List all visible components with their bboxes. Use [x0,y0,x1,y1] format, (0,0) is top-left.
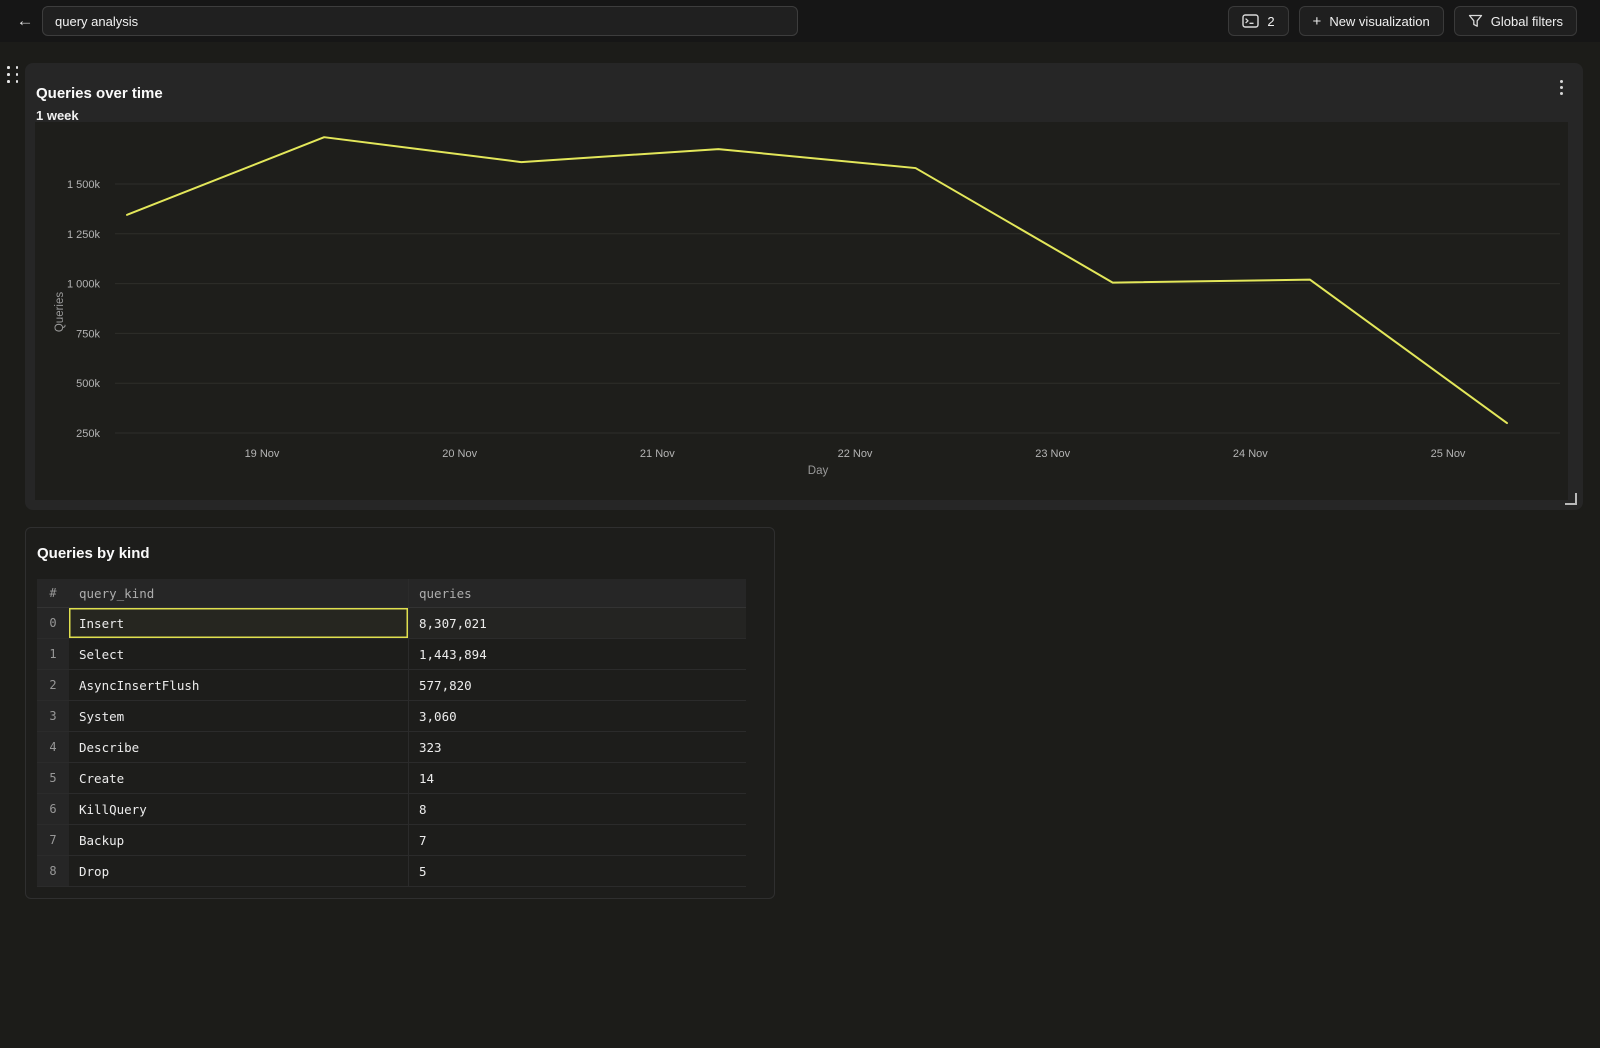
queries-value-cell[interactable]: 14 [408,763,746,793]
svg-text:Day: Day [808,465,829,477]
queries-value-cell[interactable]: 577,820 [408,670,746,700]
row-index-cell: 4 [37,732,69,762]
row-index-cell: 1 [37,639,69,669]
query-kind-cell[interactable]: System [79,708,125,724]
queries-by-kind-panel: Queries by kind # query_kind queries 0 In… [25,527,775,899]
svg-text:1 250k: 1 250k [67,229,101,241]
svg-text:500k: 500k [76,378,100,390]
arrow-left-icon: ← [16,11,34,30]
row-index-cell: 7 [37,825,69,855]
svg-text:750k: 750k [76,328,100,340]
row-index-cell: 0 [37,608,69,638]
svg-text:24 Nov: 24 Nov [1233,448,1268,460]
svg-text:25 Nov: 25 Nov [1431,448,1466,460]
query-kind-cell[interactable]: Describe [79,739,140,755]
table-header-row: # query_kind queries [37,579,746,608]
table-row: 7 Backup 7 [37,825,746,856]
query-kind-cell[interactable]: Create [79,770,125,786]
column-header-queries: queries [408,579,746,607]
table-row: 2 AsyncInsertFlush 577,820 [37,670,746,701]
column-header-index: # [37,579,69,607]
svg-text:22 Nov: 22 Nov [838,448,873,460]
table-row: 6 KillQuery 8 [37,794,746,825]
queries-value-cell[interactable]: 8,307,021 [408,608,746,638]
svg-text:20 Nov: 20 Nov [442,448,477,460]
chart-panel-title: Queries over time [36,85,163,102]
svg-text:Queries: Queries [54,292,66,333]
table-row: 3 System 3,060 [37,701,746,732]
panel-menu-button[interactable] [1552,77,1570,97]
query-kind-cell[interactable]: Drop [79,863,110,879]
panel-resize-handle[interactable] [1565,493,1577,505]
chart-panel-subtitle: 1 week [36,108,79,123]
new-visualization-label: New visualization [1329,13,1430,29]
query-kind-cell[interactable]: Select [79,646,125,662]
topbar-actions: 2 + New visualization Global filters [1228,6,1577,36]
queries-over-time-chart: 250k 500k 750k 1 000k 1 250k 1 500k 19 Nov 20 N… [35,122,1568,500]
query-kind-cell[interactable]: Insert [69,608,408,638]
sql-console-count-button[interactable]: 2 [1228,6,1289,36]
line-chart-svg: 250k 500k 750k 1 000k 1 250k 1 500k 19 Nov 20 N… [54,136,1560,477]
global-filters-button[interactable]: Global filters [1453,6,1577,36]
query-kind-cell[interactable]: Backup [79,832,125,848]
queries-over-time-panel: Queries over time 1 week 250k 500k 750k 1 0… [25,63,1583,510]
svg-text:19 Nov: 19 Nov [245,448,280,460]
table-row: 4 Describe 323 [37,732,746,763]
row-index-cell: 2 [37,670,69,700]
queries-value-cell[interactable]: 323 [408,732,746,762]
topbar: ← 2 + New visualization Global fil [0,0,1600,42]
back-button[interactable]: ← [12,8,38,34]
row-index-cell: 8 [37,856,69,886]
svg-text:1 000k: 1 000k [67,279,101,291]
svg-text:21 Nov: 21 Nov [640,448,675,460]
kebab-menu-icon [1559,79,1563,95]
queries-value-cell[interactable]: 3,060 [408,701,746,731]
dashboard-title-input[interactable] [42,6,798,36]
table-body: 0 Insert 8,307,021 1 Select 1,443,894 2 AsyncIn… [37,608,746,887]
table-row: 8 Drop 5 [37,856,746,887]
query-kind-cell[interactable]: KillQuery [79,801,147,817]
plus-icon: + [1312,12,1322,30]
panel-drag-handle[interactable] [7,66,20,84]
table-row: 1 Select 1,443,894 [37,639,746,670]
table-panel-title: Queries by kind [37,545,150,562]
new-visualization-button[interactable]: + New visualization [1298,6,1444,36]
row-index-cell: 3 [37,701,69,731]
svg-text:23 Nov: 23 Nov [1035,448,1070,460]
global-filters-label: Global filters [1490,13,1563,29]
table-row: 5 Create 14 [37,763,746,794]
svg-text:250k: 250k [76,428,100,440]
table-row: 0 Insert 8,307,021 [37,608,746,639]
queries-value-cell[interactable]: 1,443,894 [408,639,746,669]
svg-text:1 500k: 1 500k [67,179,101,191]
query-kind-cell[interactable]: AsyncInsertFlush [79,677,200,693]
column-header-query-kind: query_kind [79,585,155,601]
console-count: 2 [1267,13,1275,29]
row-index-cell: 5 [37,763,69,793]
queries-by-kind-table: # query_kind queries 0 Insert 8,307,021 1 Se… [37,579,746,887]
sql-console-icon [1242,14,1260,28]
funnel-icon [1468,14,1483,28]
queries-value-cell[interactable]: 7 [408,825,746,855]
row-index-cell: 6 [37,794,69,824]
queries-value-cell[interactable]: 8 [408,794,746,824]
queries-value-cell[interactable]: 5 [408,856,746,886]
